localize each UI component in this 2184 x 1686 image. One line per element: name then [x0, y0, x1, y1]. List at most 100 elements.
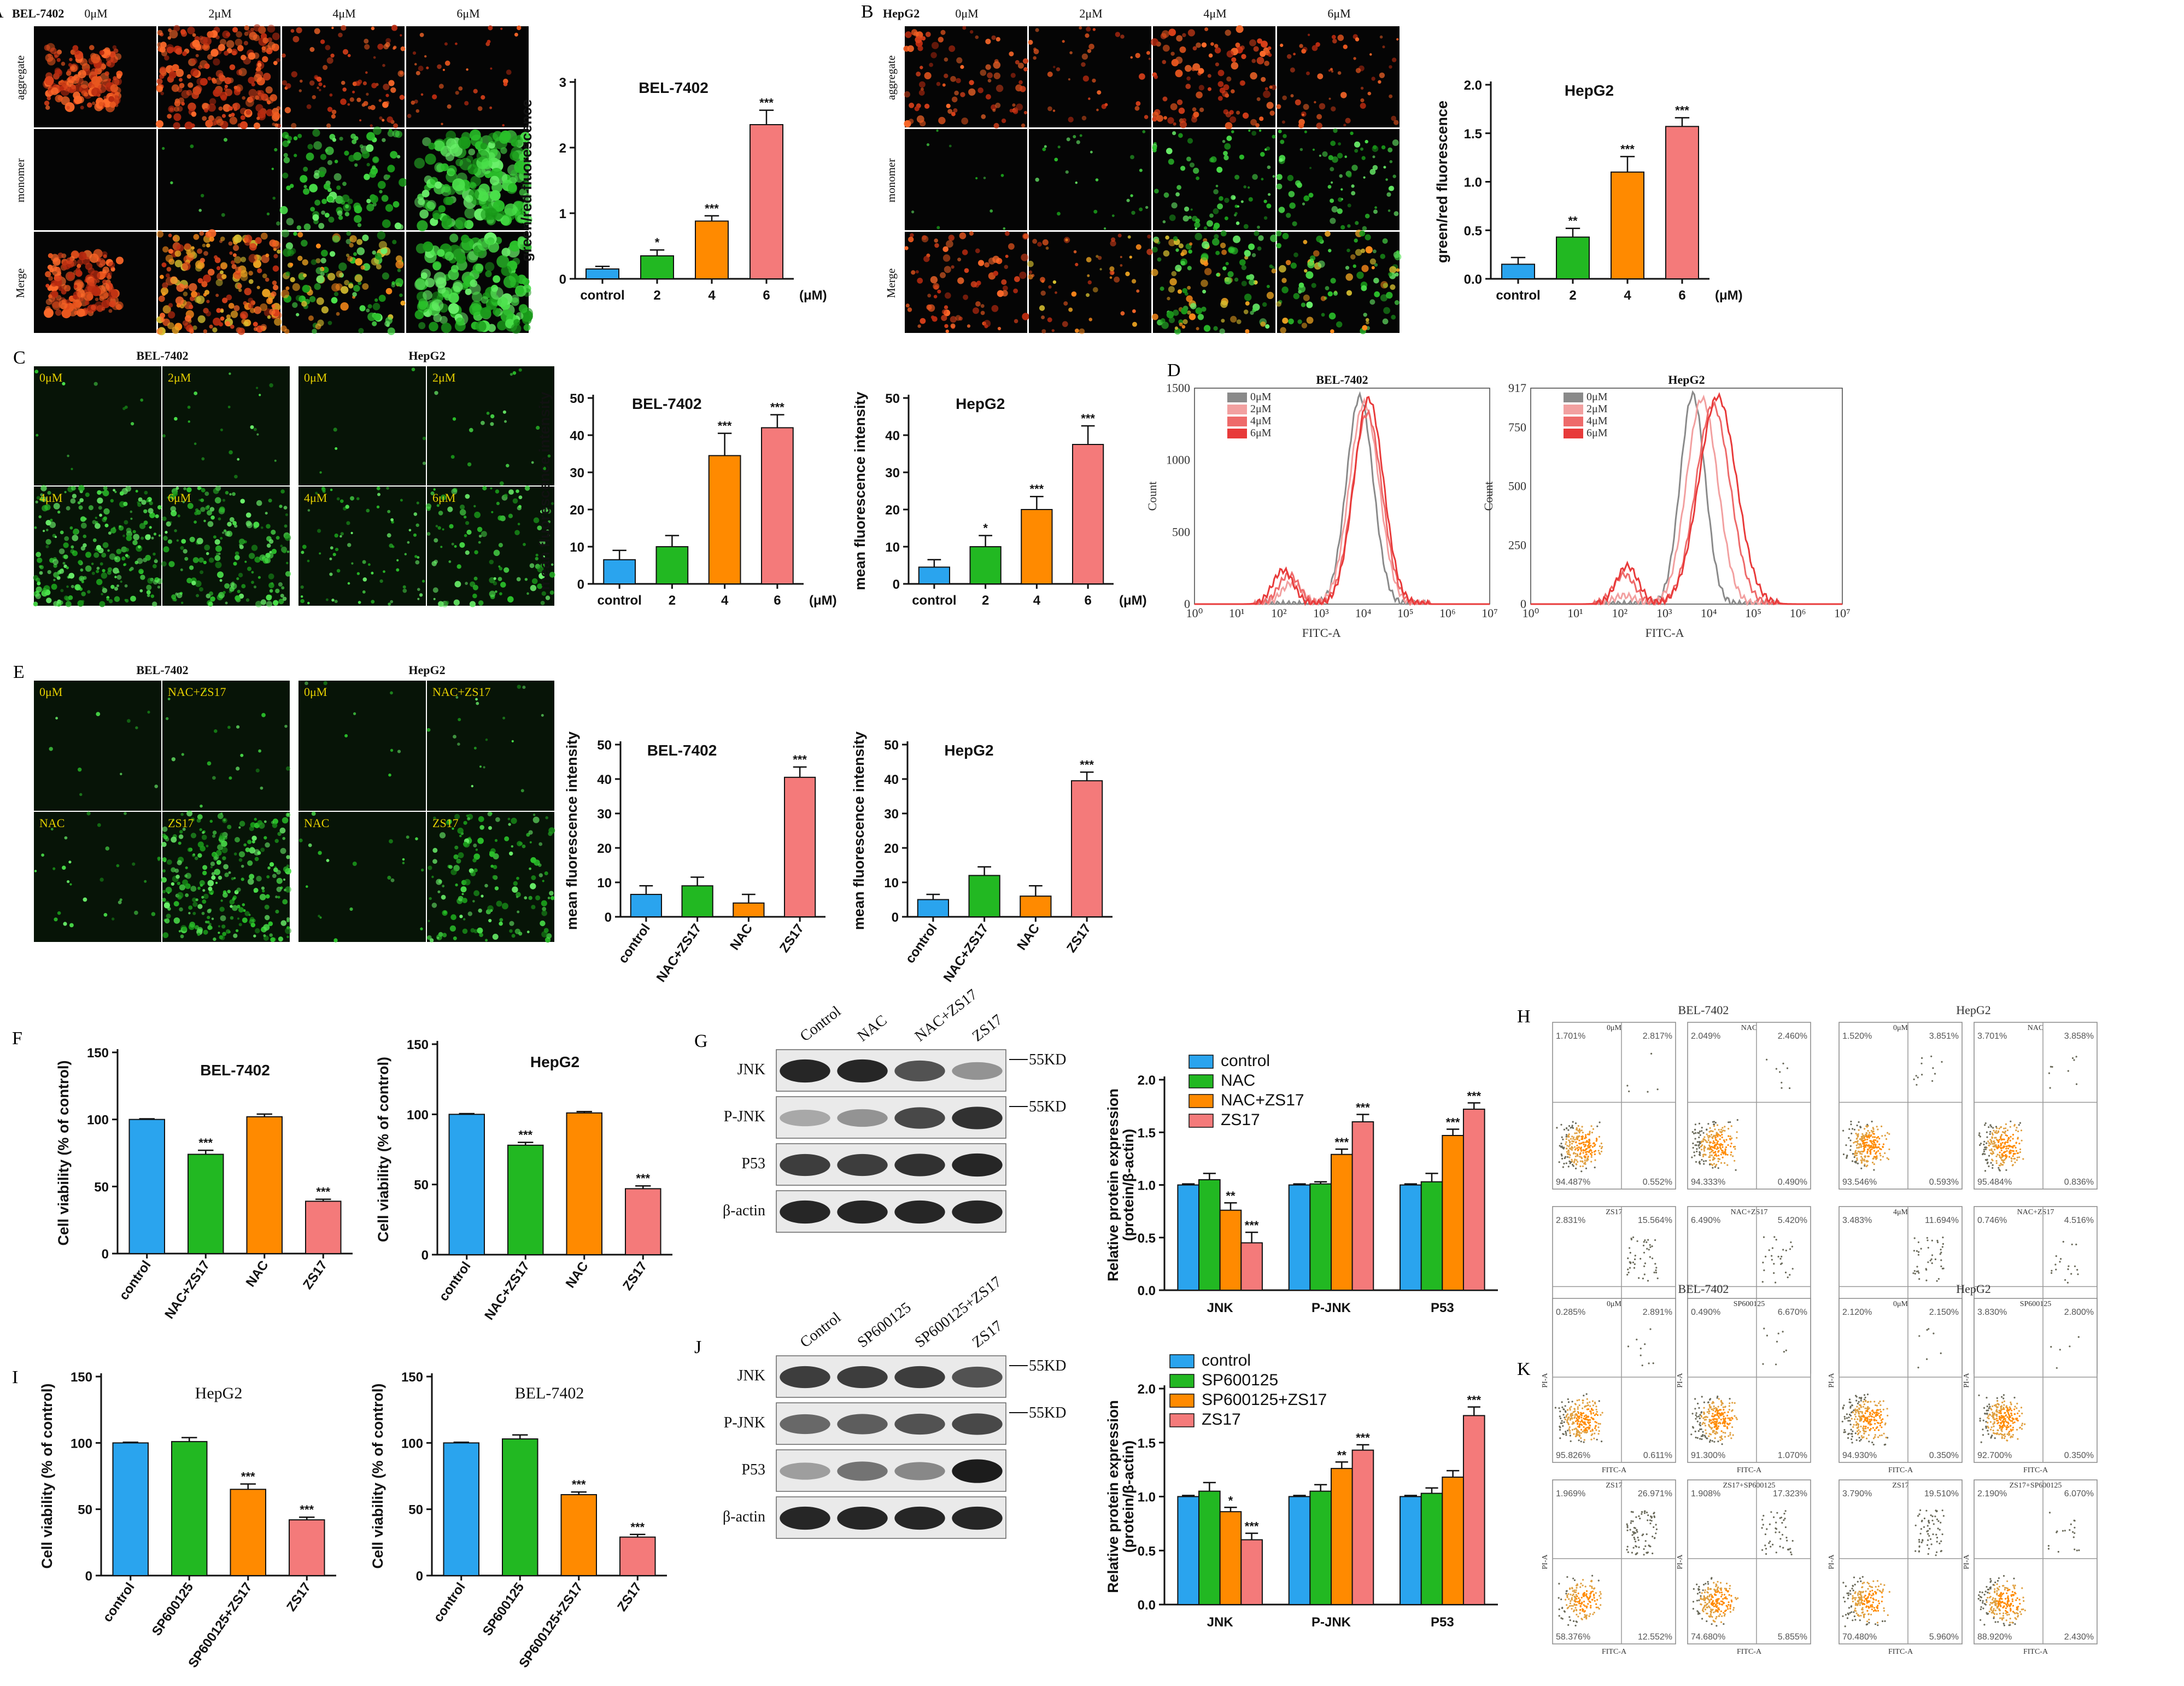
cell-dot [55, 536, 57, 538]
cell-dot [1295, 99, 1301, 106]
cell-dot [260, 847, 265, 852]
cell-dot [255, 601, 262, 607]
x-tick-label: control [580, 288, 624, 303]
cell-dot [279, 505, 283, 508]
cell-dot [1075, 262, 1079, 266]
cell-dot [1261, 40, 1268, 48]
event-dot [1708, 1144, 1711, 1146]
event-dot [1571, 1143, 1573, 1145]
cell-dot [75, 77, 84, 85]
cell-dot [1288, 191, 1295, 197]
cell-dot [1304, 269, 1308, 273]
event-dot [1565, 1134, 1568, 1136]
cell-dot [1361, 285, 1367, 291]
cell-dot [327, 320, 332, 325]
cell-dot [524, 578, 528, 581]
cell-dot [159, 46, 166, 53]
cell-dot [366, 162, 370, 167]
cell-dot [1041, 329, 1046, 333]
cell-dot [225, 89, 233, 96]
cell-dot [374, 298, 378, 302]
cell-dot [1331, 34, 1336, 39]
event-dot [1579, 1156, 1581, 1158]
cell-dot [490, 67, 493, 70]
cell-dot [260, 324, 267, 331]
cell-dot [191, 581, 196, 586]
cell-dot [1175, 192, 1180, 197]
cell-dot [500, 582, 506, 588]
cell-dot [1152, 313, 1158, 320]
event-dot [1707, 1137, 1709, 1139]
cell-dot [907, 45, 914, 52]
cell-dot [479, 765, 482, 768]
cell-dot [1111, 214, 1115, 217]
x-tick-label: NAC [727, 921, 756, 953]
cell-dot [77, 290, 86, 298]
cell-dot [273, 867, 278, 873]
cell-dot [80, 523, 87, 529]
cell-dot [238, 826, 241, 829]
cell-dot [413, 533, 417, 537]
cell-dot [1184, 206, 1190, 212]
protein-band [952, 1153, 1003, 1177]
cell-dot [345, 505, 349, 509]
event-dot [1574, 1158, 1576, 1161]
cell-dot [73, 295, 78, 300]
cell-dot [207, 77, 212, 81]
cell-dot [223, 590, 226, 594]
cell-dot [1366, 320, 1369, 325]
cell-dot [1279, 158, 1283, 162]
cell-dot [1041, 315, 1045, 319]
cell-dot [248, 553, 255, 559]
cell-dot [1293, 252, 1298, 257]
legend-swatch [1227, 405, 1247, 414]
cell-dot [467, 462, 472, 467]
cell-dot [204, 290, 210, 295]
cell-dot [1195, 307, 1203, 314]
cell-dot [948, 144, 952, 148]
cell-dot [244, 911, 250, 916]
cell-dot [976, 280, 981, 285]
cell-dot [507, 596, 514, 603]
x-tick-label: 4 [1033, 593, 1041, 608]
cell-dot [453, 936, 457, 940]
cell-dot [174, 106, 179, 112]
cell-dot [1216, 273, 1220, 277]
cell-dot [116, 73, 122, 79]
bar [655, 546, 689, 584]
cell-dot [402, 588, 407, 593]
cell-dot [423, 290, 432, 300]
cell-dot [1120, 311, 1125, 316]
x-tick-label: NAC [243, 1258, 272, 1290]
event-dot [1584, 1159, 1586, 1161]
cell-dot [1266, 102, 1274, 109]
x-tick-label: 10⁴ [1355, 606, 1372, 620]
cell-dot [914, 106, 920, 112]
cell-dot [225, 491, 229, 495]
cell-dot [266, 524, 271, 529]
cell-dot [1170, 103, 1178, 110]
cell-dot [124, 812, 127, 815]
cell-dot [437, 249, 445, 257]
cell-dot [473, 576, 478, 581]
cell-dot [200, 498, 204, 502]
cell-dot [417, 556, 420, 559]
cell-dot [411, 367, 415, 372]
event-dot [1591, 1132, 1593, 1134]
cell-dot [168, 106, 175, 113]
cell-dot [194, 442, 197, 445]
cell-dot [449, 233, 459, 243]
cell-dot [313, 141, 322, 150]
cell-dot [194, 520, 197, 524]
cell-dot [167, 114, 172, 119]
significance-mark: *** [1245, 1520, 1259, 1533]
event-dot [1717, 1146, 1719, 1148]
cell-dot [1350, 131, 1354, 135]
cell-dot [1208, 53, 1213, 58]
lane-label: NAC+ZS17 [912, 986, 981, 1045]
cell-dot [1168, 286, 1175, 293]
bar [566, 1112, 602, 1256]
significance-mark: *** [718, 419, 732, 433]
cell-dot [465, 582, 468, 585]
cell-dot [1379, 35, 1383, 39]
